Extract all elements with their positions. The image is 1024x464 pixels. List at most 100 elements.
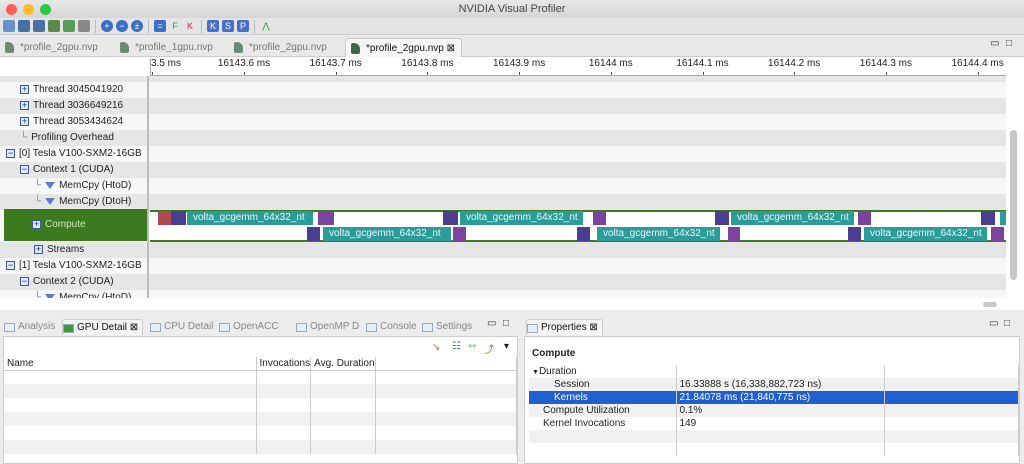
zoom-in-icon[interactable]: + xyxy=(101,20,113,32)
minimize-editor-button[interactable]: ▭ xyxy=(990,38,1000,49)
group-icon[interactable]: ☷ xyxy=(452,341,461,352)
search-icon[interactable] xyxy=(78,20,90,32)
process-view-icon[interactable]: P xyxy=(237,20,249,32)
horizontal-scrollbar[interactable] xyxy=(983,302,997,307)
export-icon[interactable] xyxy=(63,20,75,32)
kernel-block[interactable] xyxy=(990,227,1004,241)
kernel-bar[interactable]: volta_gcgemm_64x32_nt xyxy=(731,211,854,225)
import-icon[interactable] xyxy=(48,20,60,32)
kernel-block[interactable] xyxy=(981,211,996,225)
dependency-analysis-icon[interactable]: ⋀ xyxy=(262,21,270,31)
collapse-icon[interactable]: − xyxy=(20,163,29,174)
kernel-view-icon[interactable]: K xyxy=(207,20,219,32)
kernel-block[interactable] xyxy=(858,211,872,225)
kernel-bar[interactable]: volta_gcgemm_64x32_nt xyxy=(459,211,583,225)
property-row[interactable]: Session 16.33888 s (16,338,882,723 ns) xyxy=(529,378,1019,391)
property-row[interactable]: Kernel Invocations 149 xyxy=(529,417,1019,430)
collapse-icon[interactable]: − xyxy=(20,275,29,286)
collapse-icon[interactable]: = xyxy=(154,20,166,32)
refresh-icon[interactable]: ⤴ xyxy=(484,345,494,356)
maximize-editor-button[interactable]: □ xyxy=(1006,38,1013,49)
column-name[interactable]: Name xyxy=(4,357,257,370)
tree-row[interactable]: └ Profiling Overhead xyxy=(0,130,114,146)
time-ruler[interactable]: 3.5 ms 16143.6 ms 16143.7 ms 16143.8 ms 1614… xyxy=(150,58,1006,76)
kernel-block[interactable] xyxy=(157,211,171,225)
collapse-icon[interactable]: − xyxy=(6,147,15,158)
property-row[interactable]: Compute Utilization 0.1% xyxy=(529,404,1019,417)
kernel-bar[interactable]: volta_gcgemm_64x32_nt xyxy=(863,227,987,241)
tab-settings[interactable]: Settings xyxy=(422,319,472,335)
kernel-block[interactable] xyxy=(714,211,729,225)
tab-openacc[interactable]: OpenACC xyxy=(219,319,279,335)
minimize-window-button[interactable] xyxy=(23,4,34,15)
kernel-block[interactable] xyxy=(728,227,740,241)
export-csv-icon[interactable]: ↘ xyxy=(432,342,441,353)
collapse-arrow-icon[interactable]: ▼ xyxy=(532,369,539,376)
tab-profile-1gpu[interactable]: *profile_1gpu.nvp xyxy=(115,38,213,57)
tab-properties[interactable]: Properties ⊠ xyxy=(526,319,603,335)
maximize-properties-button[interactable]: □ xyxy=(1004,318,1011,329)
save-icon[interactable] xyxy=(18,20,30,32)
tree-row[interactable]: └ MemCpy (HtoD) xyxy=(0,290,131,298)
close-tab-icon[interactable]: ⊠ xyxy=(446,43,456,54)
expand-icon[interactable]: + xyxy=(34,243,43,254)
property-row-selected[interactable]: Kernels 21.84078 ms (21,840,775 ns) xyxy=(529,391,1019,404)
close-window-button[interactable] xyxy=(6,4,17,15)
tab-analysis[interactable]: Analysis xyxy=(4,319,55,335)
stream-view-icon[interactable]: S xyxy=(222,20,234,32)
reset-filter-icon[interactable]: K xyxy=(186,21,193,31)
kernel-block[interactable] xyxy=(318,211,334,225)
tree-row[interactable]: + Thread 3053434624 xyxy=(0,114,123,130)
kernel-block[interactable] xyxy=(171,211,186,225)
view-menu-icon[interactable]: ▾ xyxy=(504,341,510,352)
tab-cpu-detail[interactable]: CPU Detail xyxy=(150,319,213,335)
column-invocations[interactable]: Invocations xyxy=(256,357,312,370)
save-as-icon[interactable] xyxy=(33,20,45,32)
sort-icon[interactable]: ⇿ xyxy=(468,341,477,352)
minimize-properties-button[interactable]: ▭ xyxy=(989,318,999,329)
tree-row[interactable]: └ MemCpy (DtoH) xyxy=(0,194,131,210)
kernel-block[interactable] xyxy=(307,227,321,241)
maximize-panel-button[interactable]: □ xyxy=(503,318,510,329)
filter-icon[interactable]: F xyxy=(172,21,178,31)
tree-row[interactable]: └ MemCpy (HtoD) xyxy=(0,178,131,194)
tab-profile-2gpu-b[interactable]: *profile_2gpu.nvp xyxy=(229,38,327,57)
kernel-block[interactable] xyxy=(452,227,466,241)
collapse-icon[interactable]: − xyxy=(6,259,15,270)
timeline-lanes[interactable]: volta_gcgemm_64x32_nt volta_gcgemm_64x32_… xyxy=(150,76,1006,298)
tab-console[interactable]: Console xyxy=(366,319,417,335)
tree-row-compute[interactable]: + Compute xyxy=(4,209,147,241)
kernel-bar[interactable]: volta_gcgemm_64x32_nt xyxy=(596,227,720,241)
kernel-block[interactable] xyxy=(442,211,459,225)
kernel-block[interactable] xyxy=(576,227,590,241)
tab-openmp-d[interactable]: OpenMP D xyxy=(296,319,359,335)
kernel-block[interactable] xyxy=(848,227,862,241)
minimize-panel-button[interactable]: ▭ xyxy=(487,318,497,329)
new-session-icon[interactable] xyxy=(3,20,15,32)
tab-gpu-detail[interactable]: GPU Detail ⊠ xyxy=(62,319,144,335)
tree-row[interactable]: − [0] Tesla V100-SXM2-16GB xyxy=(0,146,142,162)
tree-row[interactable]: + Streams xyxy=(0,242,84,258)
kernel-block[interactable] xyxy=(593,211,607,225)
kernel-bar[interactable]: volta_gcgemm_64x32_nt xyxy=(186,211,313,225)
tree-row[interactable]: + Thread 3036649216 xyxy=(0,98,123,114)
expand-icon[interactable]: + xyxy=(20,115,29,126)
kernel-bar[interactable]: volta_gcgemm_64x32_nt xyxy=(322,227,451,241)
zoom-out-icon[interactable]: − xyxy=(116,20,128,32)
expand-icon[interactable]: + xyxy=(20,99,29,110)
close-tab-icon[interactable]: ⊠ xyxy=(127,322,139,333)
tab-profile-2gpu-active[interactable]: *profile_2gpu.nvp ⊠ xyxy=(345,38,463,57)
tab-profile-2gpu-a[interactable]: *profile_2gpu.nvp xyxy=(0,38,98,57)
property-row[interactable]: ▼Duration xyxy=(529,365,1019,378)
kernel-block[interactable] xyxy=(999,211,1006,225)
tree-row[interactable]: + Thread 3045041920 xyxy=(0,82,123,98)
expand-icon[interactable]: + xyxy=(32,218,41,229)
column-avg-duration[interactable]: Avg. Duration xyxy=(310,357,376,370)
vertical-scrollbar[interactable] xyxy=(1010,130,1017,280)
tree-row[interactable]: − Context 2 (CUDA) xyxy=(0,274,114,290)
zoom-fit-icon[interactable]: ± xyxy=(131,20,143,32)
expand-icon[interactable]: + xyxy=(20,83,29,94)
tree-row[interactable]: − Context 1 (CUDA) xyxy=(0,162,114,178)
tree-row[interactable]: − [1] Tesla V100-SXM2-16GB xyxy=(0,258,142,274)
zoom-window-button[interactable] xyxy=(40,4,51,15)
